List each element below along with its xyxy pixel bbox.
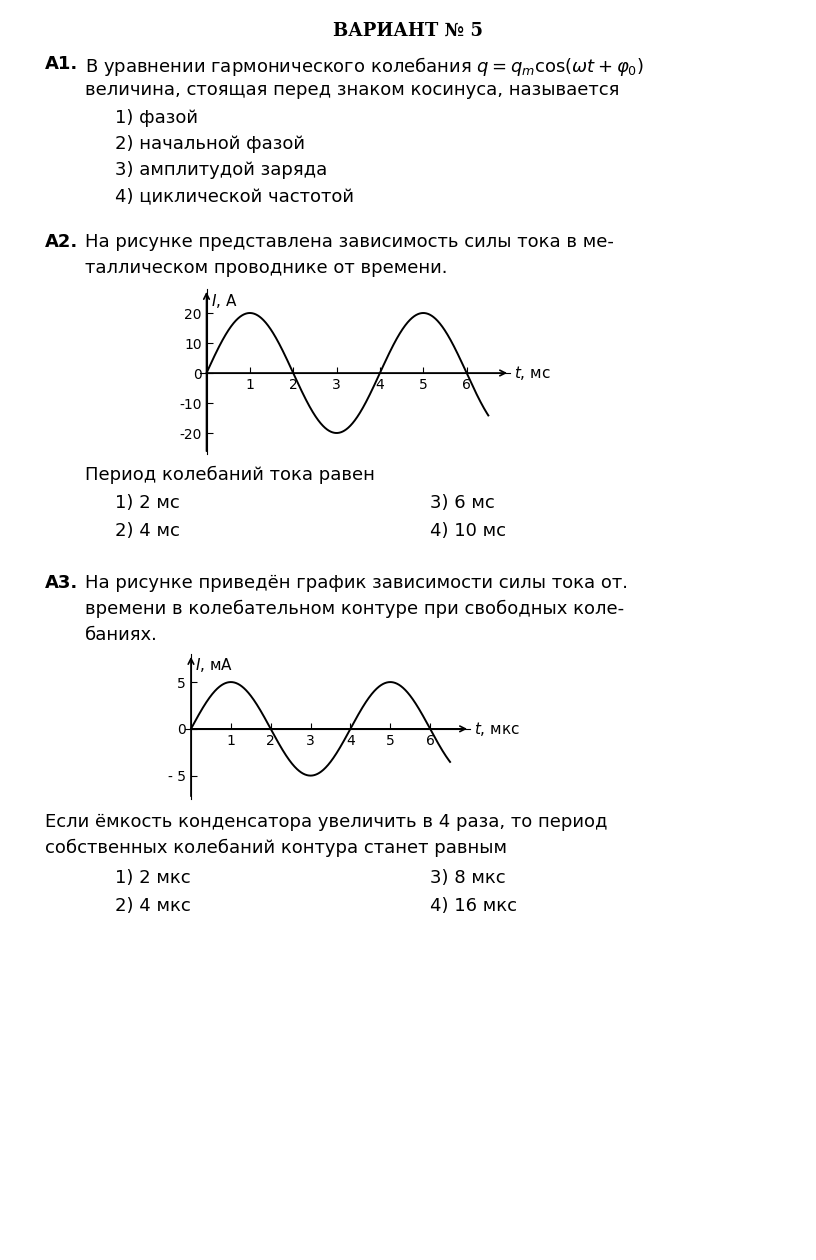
- Text: $I$, А: $I$, А: [211, 292, 237, 310]
- Text: собственных колебаний контура станет равным: собственных колебаний контура станет рав…: [45, 839, 507, 857]
- Text: А2.: А2.: [45, 233, 78, 251]
- Text: 2) 4 мкс: 2) 4 мкс: [115, 897, 191, 915]
- Text: А3.: А3.: [45, 575, 78, 592]
- Text: ВАРИАНТ № 5: ВАРИАНТ № 5: [333, 21, 483, 40]
- Text: 1) 2 мс: 1) 2 мс: [115, 494, 180, 512]
- Text: 4) циклической частотой: 4) циклической частотой: [115, 186, 354, 205]
- Text: 2) начальной фазой: 2) начальной фазой: [115, 135, 305, 152]
- Text: баниях.: баниях.: [85, 626, 157, 644]
- Text: На рисунке приведён график зависимости силы тока от.: На рисунке приведён график зависимости с…: [85, 575, 628, 592]
- Text: Период колебаний тока равен: Период колебаний тока равен: [85, 466, 375, 484]
- Text: $I$, мА: $I$, мА: [195, 656, 233, 674]
- Text: 4) 10 мс: 4) 10 мс: [430, 522, 506, 541]
- Text: таллическом проводнике от времени.: таллическом проводнике от времени.: [85, 260, 447, 277]
- Text: 3) 8 мкс: 3) 8 мкс: [430, 869, 506, 887]
- Text: На рисунке представлена зависимость силы тока в ме-: На рисунке представлена зависимость силы…: [85, 233, 614, 251]
- Text: 4) 16 мкс: 4) 16 мкс: [430, 897, 517, 915]
- Text: $t$, мкс: $t$, мкс: [474, 719, 520, 738]
- Text: 3) 6 мс: 3) 6 мс: [430, 494, 494, 512]
- Text: А1.: А1.: [45, 55, 78, 73]
- Text: величина, стоящая перед знаком косинуса, называется: величина, стоящая перед знаком косинуса,…: [85, 81, 619, 100]
- Text: $t$, мс: $t$, мс: [514, 364, 551, 382]
- Text: 1) фазой: 1) фазой: [115, 110, 198, 127]
- Text: В уравнении гармонического колебания $q = q_m\cos(\omega t + \varphi_0)$: В уравнении гармонического колебания $q …: [85, 55, 644, 78]
- Text: 1) 2 мкс: 1) 2 мкс: [115, 869, 191, 887]
- Text: времени в колебательном контуре при свободных коле-: времени в колебательном контуре при своб…: [85, 600, 624, 619]
- Text: 2) 4 мс: 2) 4 мс: [115, 522, 180, 541]
- Text: Если ёмкость конденсатора увеличить в 4 раза, то период: Если ёмкость конденсатора увеличить в 4 …: [45, 813, 607, 832]
- Text: 3) амплитудой заряда: 3) амплитудой заряда: [115, 161, 327, 179]
